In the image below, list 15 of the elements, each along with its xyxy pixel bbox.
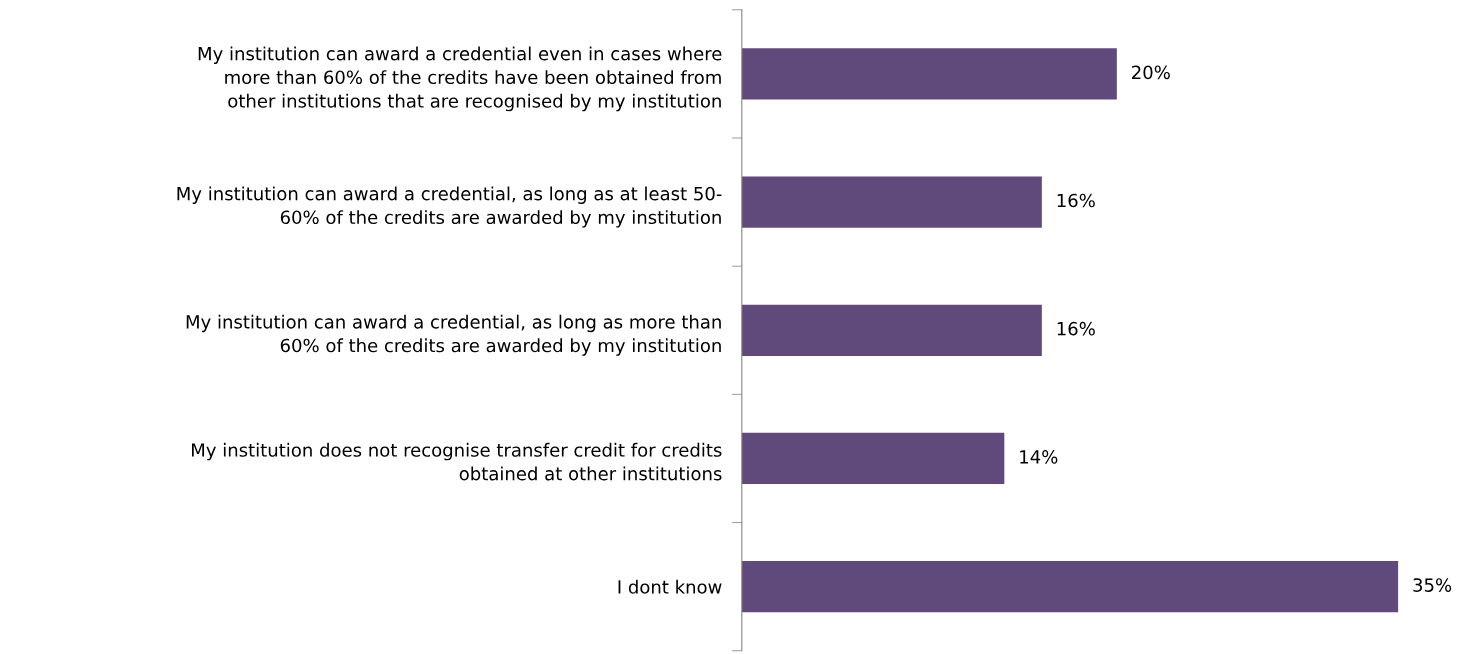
- data-label: 14%: [1020, 450, 1058, 464]
- data-label: 20%: [1132, 65, 1170, 80]
- bar: [741, 304, 1042, 356]
- data-label: 16%: [1057, 321, 1095, 336]
- y-tick-label: My institution does not recognise transfer credit for credits obtained at other institutions: [192, 442, 722, 481]
- y-tick-label: My institution can award a credential even in cases where more than 60% of the credits have been obtained from other institutions that are recognised by my institution: [198, 46, 722, 112]
- y-tick-label: My institution can award a credential, as long as at least 50- 60% of the credits are awarded by my institution: [177, 186, 722, 228]
- y-tick-label: I dont know: [618, 579, 722, 594]
- bar: [741, 432, 1005, 485]
- bar: [741, 561, 1399, 613]
- y-tick-label: My institution can award a credential, as long as more than 60% of the credits are awarded by my institution: [186, 314, 721, 356]
- bar: [741, 48, 1117, 100]
- data-label: 35%: [1413, 578, 1452, 592]
- bar: [741, 176, 1042, 228]
- data-label: 16%: [1057, 193, 1095, 208]
